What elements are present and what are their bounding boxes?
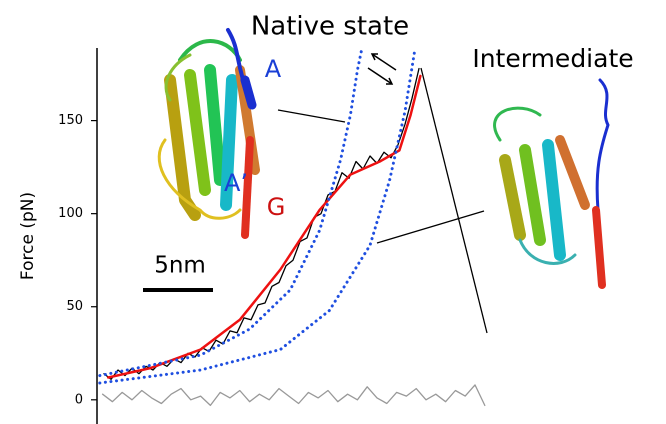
y-tick-label: 100 (58, 206, 83, 221)
y-tick-label: 0 (75, 392, 83, 407)
scale-bar-label: 5nm (154, 253, 206, 279)
data-line (104, 69, 419, 380)
data-line (100, 50, 415, 383)
chart: Force (pN) Native state Intermediate A A… (0, 0, 666, 424)
y-tick-label: 50 (66, 299, 83, 314)
annotation: G (267, 193, 286, 221)
y-axis-label: Force (pN) (18, 192, 38, 280)
y-tick-label: 150 (58, 113, 83, 128)
annotation: A’ (224, 169, 248, 197)
intermediate-protein (495, 80, 608, 285)
transition-arrows (368, 54, 396, 84)
native-protein (159, 30, 255, 235)
annotation: A (265, 55, 282, 83)
annotation: Native state (251, 12, 409, 42)
annotation: Intermediate (472, 44, 633, 73)
data-line (108, 76, 420, 378)
data-line (103, 385, 485, 406)
